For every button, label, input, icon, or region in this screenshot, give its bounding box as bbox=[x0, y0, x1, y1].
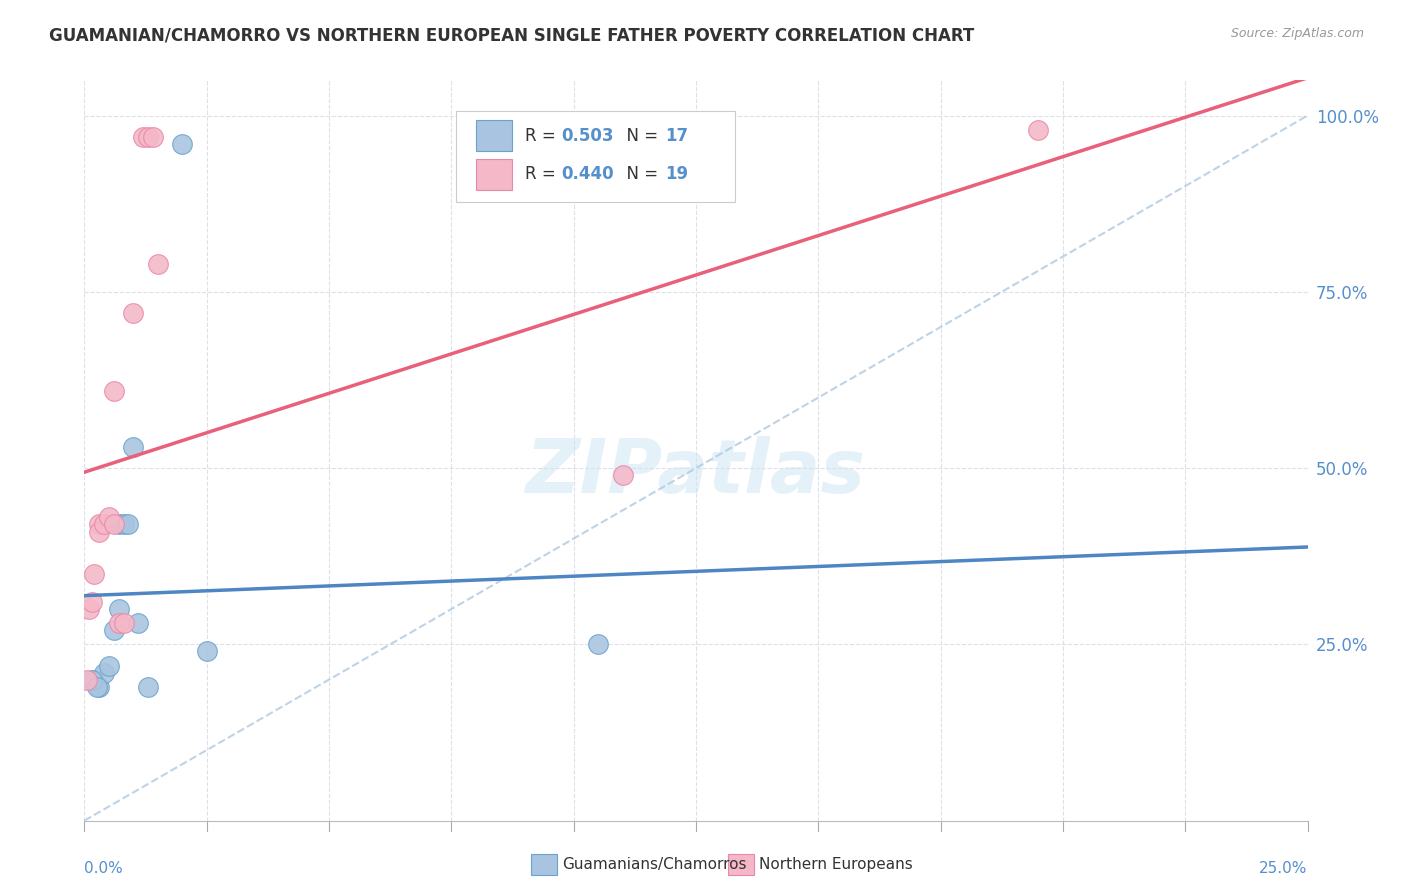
Point bbox=[86, 680, 108, 694]
Text: Source: ZipAtlas.com: Source: ZipAtlas.com bbox=[1230, 27, 1364, 40]
Text: R =: R = bbox=[524, 165, 561, 183]
Point bbox=[146, 257, 169, 271]
Point bbox=[77, 602, 100, 616]
Point bbox=[122, 306, 145, 320]
Bar bbox=[531, 854, 557, 875]
Point bbox=[87, 524, 110, 539]
Point bbox=[195, 644, 218, 658]
Point bbox=[136, 680, 159, 694]
Point bbox=[80, 673, 103, 687]
Point bbox=[172, 136, 194, 151]
Text: 25.0%: 25.0% bbox=[1260, 862, 1308, 876]
Point bbox=[97, 510, 120, 524]
Text: 0.0%: 0.0% bbox=[84, 862, 124, 876]
Point bbox=[93, 517, 115, 532]
Point bbox=[586, 637, 609, 651]
Text: Guamanians/Chamorros: Guamanians/Chamorros bbox=[562, 857, 747, 871]
Text: N =: N = bbox=[616, 127, 664, 145]
Point bbox=[97, 658, 120, 673]
Text: 17: 17 bbox=[665, 127, 689, 145]
Point bbox=[107, 602, 129, 616]
Text: 0.440: 0.440 bbox=[561, 165, 614, 183]
Bar bbox=[475, 159, 513, 190]
Point bbox=[76, 673, 98, 687]
Text: GUAMANIAN/CHAMORRO VS NORTHERN EUROPEAN SINGLE FATHER POVERTY CORRELATION CHART: GUAMANIAN/CHAMORRO VS NORTHERN EUROPEAN … bbox=[49, 27, 974, 45]
Point bbox=[80, 595, 103, 609]
Text: ZIPatlas: ZIPatlas bbox=[526, 436, 866, 509]
Text: 19: 19 bbox=[665, 165, 689, 183]
Point bbox=[103, 624, 125, 638]
Text: R =: R = bbox=[524, 127, 561, 145]
Point bbox=[612, 468, 634, 483]
Point bbox=[1028, 122, 1050, 136]
Point bbox=[112, 517, 135, 532]
FancyBboxPatch shape bbox=[456, 111, 735, 202]
Point bbox=[107, 616, 129, 631]
Point bbox=[142, 129, 165, 144]
Point bbox=[136, 129, 159, 144]
Point bbox=[93, 665, 115, 680]
Point bbox=[103, 384, 125, 398]
Text: N =: N = bbox=[616, 165, 664, 183]
Point bbox=[87, 517, 110, 532]
Point bbox=[87, 680, 110, 694]
Point bbox=[117, 517, 139, 532]
Point bbox=[83, 566, 105, 581]
Text: 0.503: 0.503 bbox=[561, 127, 614, 145]
Point bbox=[132, 129, 155, 144]
Point bbox=[127, 616, 149, 631]
Text: Northern Europeans: Northern Europeans bbox=[759, 857, 912, 871]
Bar bbox=[728, 854, 754, 875]
Point bbox=[122, 440, 145, 454]
Point bbox=[103, 517, 125, 532]
Point bbox=[112, 616, 135, 631]
Bar bbox=[475, 120, 513, 152]
Point bbox=[83, 673, 105, 687]
Point bbox=[107, 517, 129, 532]
